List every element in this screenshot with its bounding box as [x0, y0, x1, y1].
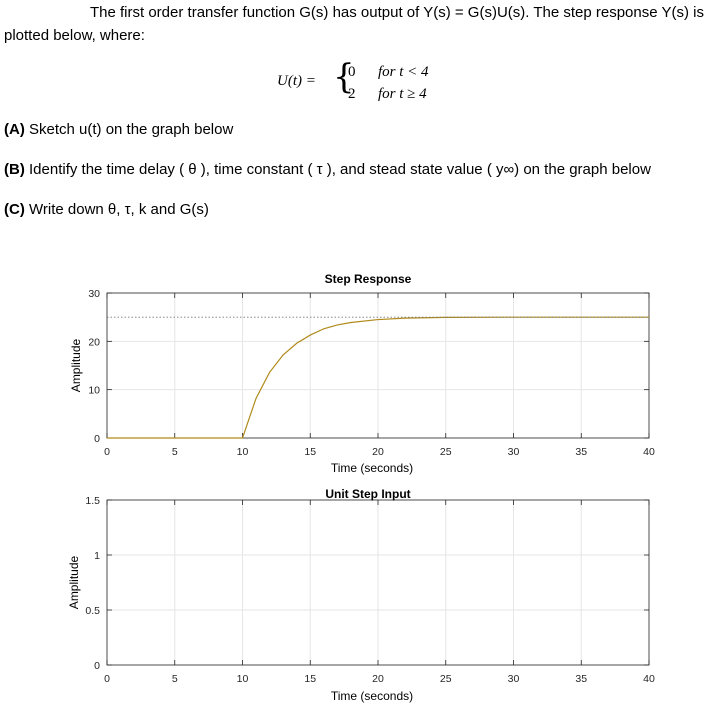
case-1-value: 0 — [348, 64, 356, 80]
y-tick-label: 0 — [94, 660, 100, 672]
x-tick-label: 5 — [172, 673, 178, 685]
part-a-text: Sketch u(t) on the graph below — [29, 121, 234, 138]
x-axis-label: Time (seconds) — [331, 689, 413, 703]
case-2-condition: for t ≥ 4 — [378, 86, 427, 102]
y-tick-label: 0.5 — [85, 605, 100, 617]
x-axis-label: Time (seconds) — [331, 461, 413, 475]
x-tick-label: 30 — [508, 673, 520, 685]
y-axis-label: Amplitude — [69, 339, 83, 393]
part-a: (A) Sketch u(t) on the graph below — [4, 121, 233, 138]
part-c: (C) Write down θ, τ, k and G(s) — [4, 201, 209, 218]
x-tick-label: 35 — [575, 446, 587, 458]
x-tick-label: 25 — [440, 673, 452, 685]
part-c-text: Write down θ, τ, k and G(s) — [29, 201, 209, 218]
chart-title: Unit Step Input — [325, 487, 410, 501]
x-tick-label: 10 — [237, 446, 249, 458]
y-tick-label: 1 — [94, 550, 100, 562]
x-tick-label: 10 — [237, 673, 249, 685]
x-tick-label: 20 — [372, 446, 384, 458]
x-tick-label: 0 — [104, 673, 110, 685]
step-response-line — [107, 316, 649, 439]
x-tick-label: 15 — [304, 673, 316, 685]
part-b-text: Identify the time delay ( θ ), time cons… — [29, 161, 651, 178]
chart-title: Step Response — [325, 272, 412, 286]
problem-line-1: The first order transfer function G(s) h… — [90, 4, 704, 21]
x-tick-label: 30 — [508, 446, 520, 458]
y-tick-label: 10 — [88, 385, 100, 397]
y-tick-label: 20 — [88, 336, 100, 348]
x-tick-label: 0 — [104, 446, 110, 458]
x-tick-label: 5 — [172, 446, 178, 458]
x-tick-label: 15 — [304, 446, 316, 458]
problem-line-2: plotted below, where: — [4, 27, 145, 44]
y-axis-label: Amplitude — [67, 556, 81, 610]
chart-1: 0 5 10 15 20 25 30 35 40 0 10 20 30 Step Response Time… — [69, 272, 655, 475]
case-1-condition: for t < 4 — [378, 64, 429, 80]
x-tick-label: 25 — [440, 446, 452, 458]
brace-symbol: { — [333, 57, 355, 97]
part-c-label: (C) — [4, 201, 25, 218]
chart-2: 0 5 10 15 20 25 30 35 40 0 0.5 1 1.5 Unit Step Input T… — [67, 487, 655, 703]
case-2-value: 2 — [348, 86, 356, 102]
equation-lhs: U(t) = — [277, 73, 316, 89]
y-tick-label: 1.5 — [85, 495, 100, 507]
y-tick-label: 0 — [94, 433, 100, 445]
x-tick-label: 20 — [372, 673, 384, 685]
x-tick-label: 40 — [643, 446, 655, 458]
part-a-label: (A) — [4, 121, 25, 138]
y-tick-label: 30 — [88, 288, 100, 300]
x-tick-label: 35 — [575, 673, 587, 685]
part-b-label: (B) — [4, 161, 25, 178]
part-b: (B) Identify the time delay ( θ ), time … — [4, 161, 651, 178]
x-tick-label: 40 — [643, 673, 655, 685]
